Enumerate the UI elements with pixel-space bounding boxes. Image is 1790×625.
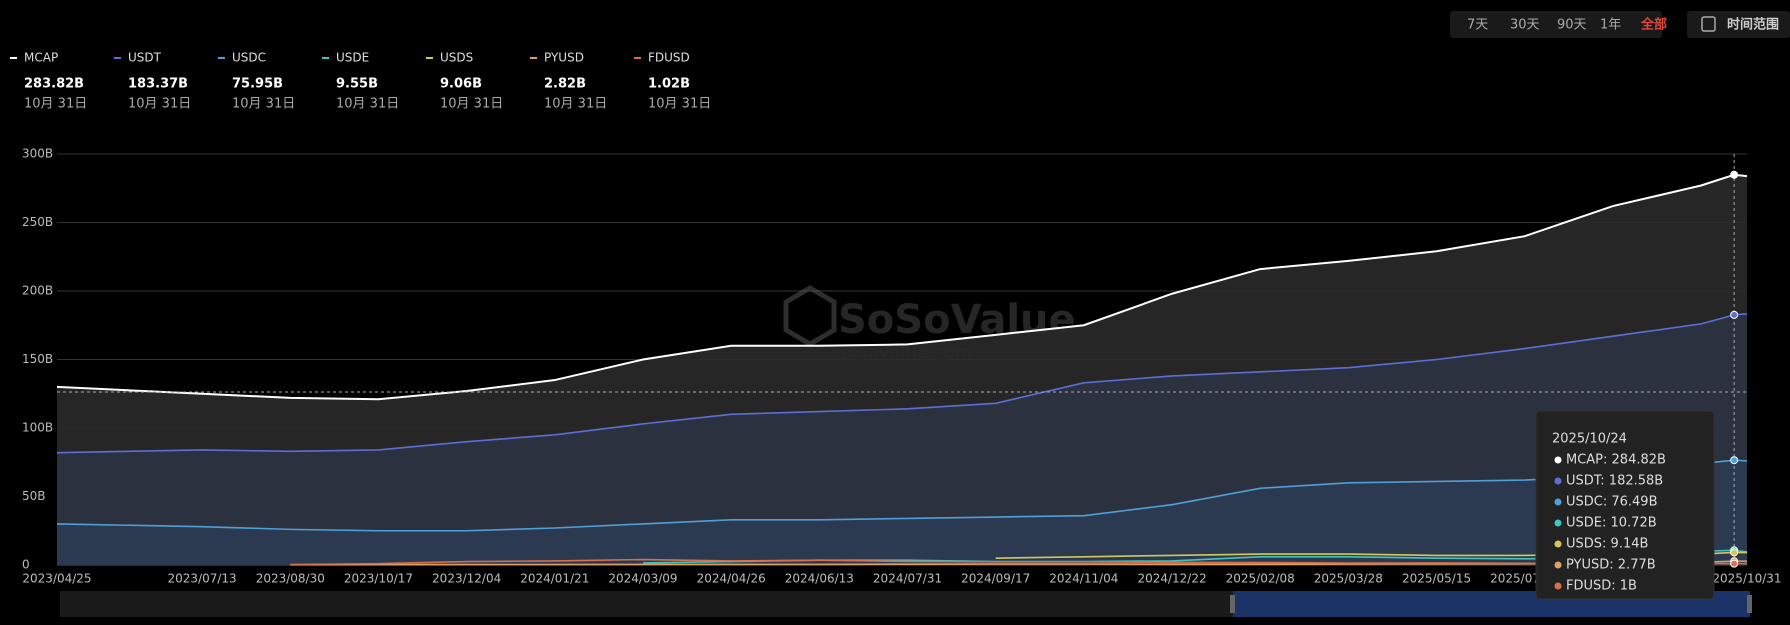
legend-swatch	[218, 57, 225, 59]
tooltip-row: USDS: 9.14B	[1566, 537, 1648, 552]
tooltip-row: USDC: 76.49B	[1566, 495, 1658, 510]
calendar-icon	[1701, 16, 1716, 32]
legend-name[interactable]: MCAP	[24, 51, 58, 65]
legend-swatch	[10, 57, 17, 59]
legend-name[interactable]: FDUSD	[648, 51, 690, 65]
series-line	[56, 173, 1748, 401]
legend-date: 10月 31日	[24, 97, 87, 112]
legend-value: 1.02B	[648, 77, 690, 92]
legend-value: 9.55B	[336, 77, 378, 92]
y-tick-label: 150B	[22, 352, 53, 366]
range-button[interactable]: 1年	[1600, 18, 1621, 33]
legend-date: 10月 31日	[128, 97, 191, 112]
hover-point	[1730, 456, 1739, 465]
tooltip-box	[1535, 410, 1715, 600]
x-tick-label: 2023/10/17	[344, 572, 413, 586]
x-tick-label: 2025/03/28	[1314, 572, 1383, 586]
navigator-handle[interactable]	[1747, 595, 1752, 613]
y-tick-label: 50B	[22, 489, 46, 503]
tooltip-dot	[1554, 519, 1562, 527]
tooltip-dot	[1554, 477, 1562, 485]
x-tick-label: 2025/10/31	[1712, 572, 1781, 586]
range-button[interactable]: 全部	[1640, 17, 1667, 33]
tooltip-dot	[1554, 582, 1562, 590]
x-tick-label: 2025/05/15	[1402, 572, 1471, 586]
tooltip-title: 2025/10/24	[1552, 432, 1627, 447]
watermark-logo	[783, 285, 837, 347]
x-tick-label: 2023/12/04	[432, 572, 501, 586]
x-tick-label: 2024/11/04	[1049, 572, 1118, 586]
tooltip-row: PYUSD: 2.77B	[1566, 558, 1656, 573]
x-tick-label: 2024/12/22	[1137, 572, 1206, 586]
navigator-handle[interactable]	[1230, 595, 1235, 613]
range-button[interactable]: 90天	[1557, 18, 1587, 33]
x-tick-label: 2024/09/17	[961, 572, 1030, 586]
y-tick-label: 250B	[22, 215, 53, 229]
range-group	[1450, 11, 1662, 38]
tooltip-row: USDE: 10.72B	[1566, 516, 1657, 531]
x-tick-label: 2024/03/09	[608, 572, 677, 586]
legend-swatch	[114, 57, 121, 59]
x-tick-label: 2025/02/08	[1226, 572, 1295, 586]
legend-swatch	[530, 57, 537, 59]
hover-point	[1730, 548, 1739, 557]
legend-date: 10月 31日	[648, 97, 711, 112]
legend-name[interactable]: USDS	[440, 51, 473, 65]
y-tick-label: 300B	[22, 147, 53, 161]
tooltip-dot	[1554, 540, 1562, 548]
y-tick-label: 0	[22, 558, 30, 572]
x-tick-label: 2024/01/21	[520, 572, 589, 586]
x-tick-label: 2024/06/13	[785, 572, 854, 586]
hover-point	[1730, 170, 1739, 179]
legend-swatch	[322, 57, 329, 59]
legend-value: 9.06B	[440, 77, 482, 92]
legend-date: 10月 31日	[440, 97, 503, 112]
tooltip-dot	[1554, 561, 1562, 569]
legend-value: 2.82B	[544, 77, 586, 92]
range-button[interactable]: 7天	[1467, 18, 1488, 33]
tooltip-dot	[1554, 456, 1562, 464]
tooltip-row: MCAP: 284.82B	[1566, 453, 1666, 468]
x-tick-label: 2023/07/13	[168, 572, 237, 586]
series-line	[56, 312, 1748, 454]
hover-point	[1730, 559, 1739, 568]
x-tick-label: 2024/07/31	[873, 572, 942, 586]
y-tick-label: 200B	[22, 284, 53, 298]
legend-name[interactable]: PYUSD	[544, 51, 584, 65]
tooltip-row: USDT: 182.58B	[1566, 474, 1663, 489]
legend-name[interactable]: USDC	[232, 51, 266, 65]
legend-name[interactable]: USDE	[336, 51, 369, 65]
hover-point	[1730, 310, 1739, 319]
legend-value: 283.82B	[24, 77, 84, 92]
x-tick-label: 2023/08/30	[256, 572, 325, 586]
legend-swatch	[426, 57, 433, 59]
x-tick-label: 2024/04/26	[697, 572, 766, 586]
tooltip-dot	[1554, 498, 1562, 506]
time-range-label[interactable]: 时间范围	[1727, 17, 1779, 33]
legend-swatch	[634, 57, 641, 59]
legend-date: 10月 31日	[544, 97, 607, 112]
x-tick-label: 2023/04/25	[22, 572, 91, 586]
series-area	[57, 460, 1747, 565]
y-tick-label: 100B	[22, 421, 53, 435]
legend-name[interactable]: USDT	[128, 51, 162, 65]
tooltip-row: FDUSD: 1B	[1566, 579, 1637, 594]
legend-date: 10月 31日	[232, 97, 295, 112]
range-button[interactable]: 30天	[1510, 18, 1540, 33]
legend-value: 75.95B	[232, 77, 283, 92]
legend-date: 10月 31日	[336, 97, 399, 112]
legend-value: 183.37B	[128, 77, 188, 92]
